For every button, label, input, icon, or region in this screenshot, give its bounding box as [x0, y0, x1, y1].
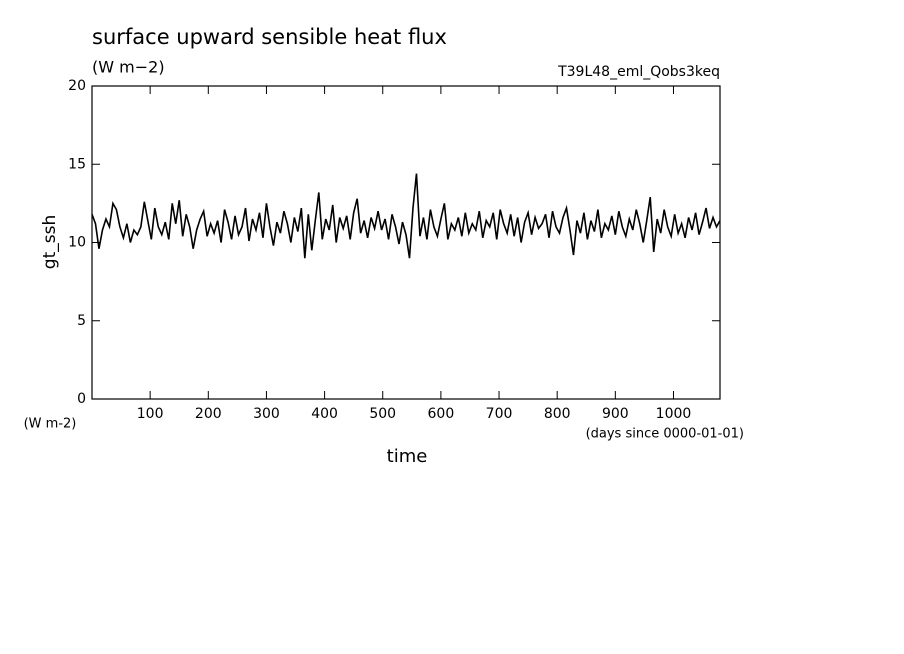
plot-frame: [91, 85, 721, 400]
chart-title: surface upward sensible heat flux: [92, 25, 447, 49]
y-tick-label: 10: [68, 235, 86, 251]
x-tick-label: 100: [137, 406, 164, 422]
x-tick-label: 500: [369, 406, 396, 422]
x-tick-label: 1000: [656, 406, 692, 422]
annotation: T39L48_eml_Qobs3keq: [557, 64, 720, 80]
x-tick-label: 900: [602, 406, 629, 422]
x-tick-label: 800: [544, 406, 571, 422]
x-units: (days since 0000-01-01): [586, 427, 744, 442]
x-tick-label: 200: [195, 406, 222, 422]
y-tick-label: 15: [68, 156, 86, 172]
x-tick-label: 600: [428, 406, 455, 422]
x-axis-label: time: [387, 446, 428, 467]
y-tick-label: 20: [68, 78, 86, 94]
x-tick-label: 300: [253, 406, 280, 422]
x-tick-label: 700: [486, 406, 513, 422]
y-units: (W m-2): [24, 417, 77, 432]
chart-subtitle: (W m−2): [92, 58, 165, 77]
x-tick-label: 400: [311, 406, 338, 422]
y-tick-label: 0: [77, 391, 86, 407]
y-axis-label: gt_ssh: [40, 215, 60, 269]
y-tick-label: 5: [77, 313, 86, 329]
data-line: [91, 173, 721, 259]
